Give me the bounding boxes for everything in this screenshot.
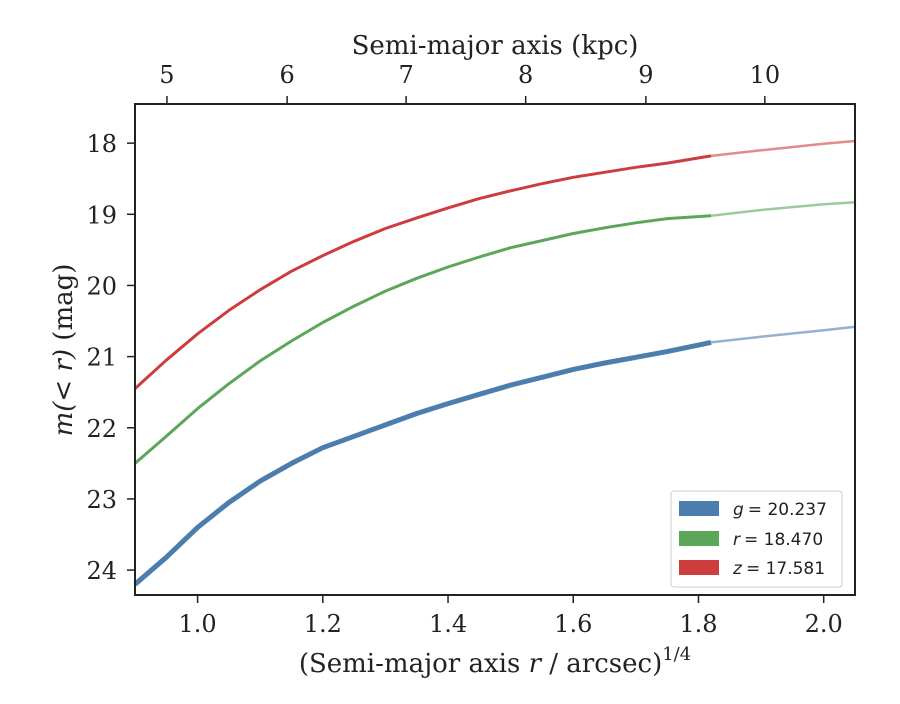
x-axis-title-sup: 1/4 [662, 644, 691, 665]
legend-entry-z: z = 17.581 [679, 559, 825, 579]
legend-label-g: g = 20.237 [733, 500, 827, 520]
series-r-line [134, 214, 712, 465]
y-axis-title-suffix: (mag) [49, 264, 79, 349]
legend-swatch-r [679, 531, 719, 546]
x-tick-label: 1.6 [554, 610, 592, 638]
y-axis-title-var: m(< r) [49, 349, 79, 436]
x-tick-label: 2.0 [805, 610, 843, 638]
top-tick-label: 8 [518, 61, 533, 89]
y-tick-label: 24 [86, 557, 117, 585]
y-axis: 18 19 20 21 22 23 24 [86, 130, 135, 585]
plot-frame [134, 103, 856, 596]
y-tick-label: 21 [86, 344, 117, 372]
x-axis-title-suffix: / arcsec) [541, 649, 662, 679]
legend: g = 20.237 r = 18.470 z = 17.581 [670, 490, 843, 588]
x-tick-label: 1.8 [679, 610, 717, 638]
legend-var-r: r [733, 530, 741, 550]
series-layer [133, 139, 856, 587]
x-axis-title-var: r [529, 649, 543, 679]
top-tick-label: 6 [279, 61, 294, 89]
x-tick-label: 1.2 [304, 610, 342, 638]
x-axis-title-prefix: (Semi-major axis [299, 649, 529, 679]
top-tick-label: 10 [750, 61, 781, 89]
y-tick-label: 22 [86, 415, 117, 443]
series-z-line [133, 154, 712, 390]
y-tick-label: 23 [86, 486, 117, 514]
x-axis: 1.0 1.2 1.4 1.6 1.8 2.0 [179, 595, 843, 638]
legend-value-r: = 18.470 [744, 530, 823, 550]
x-tick-label: 1.0 [179, 610, 217, 638]
legend-label-z: z = 17.581 [732, 559, 825, 579]
x-tick-label: 1.4 [429, 610, 467, 638]
legend-var-g: g [733, 500, 744, 520]
series-g-line [133, 339, 712, 587]
legend-entry-g: g = 20.237 [679, 500, 827, 520]
legend-var-z: z [732, 559, 743, 579]
y-tick-label: 18 [86, 130, 117, 158]
top-x-axis: 5 6 7 8 9 10 [159, 61, 780, 104]
y-axis-title: m(< r) (mag) [49, 264, 79, 437]
legend-swatch-g [679, 501, 719, 516]
top-x-axis-title: Semi-major axis (kpc) [352, 31, 639, 61]
top-tick-label: 7 [398, 61, 413, 89]
y-tick-label: 20 [86, 272, 117, 300]
legend-value-g: = 20.237 [748, 500, 827, 520]
series-z-extrapolated-line [710, 139, 856, 158]
top-tick-label: 5 [159, 61, 174, 89]
series-g-extrapolated-line [710, 325, 856, 344]
y-tick-label: 19 [86, 201, 117, 229]
series-r-extrapolated-line [710, 200, 856, 217]
x-axis-title: (Semi-major axis r / arcsec)1/4 [299, 644, 691, 679]
legend-label-r: r = 18.470 [733, 530, 823, 550]
legend-swatch-z [679, 560, 719, 575]
top-tick-label: 9 [638, 61, 653, 89]
legend-entry-r: r = 18.470 [679, 530, 823, 550]
legend-value-z: = 17.581 [746, 559, 825, 579]
